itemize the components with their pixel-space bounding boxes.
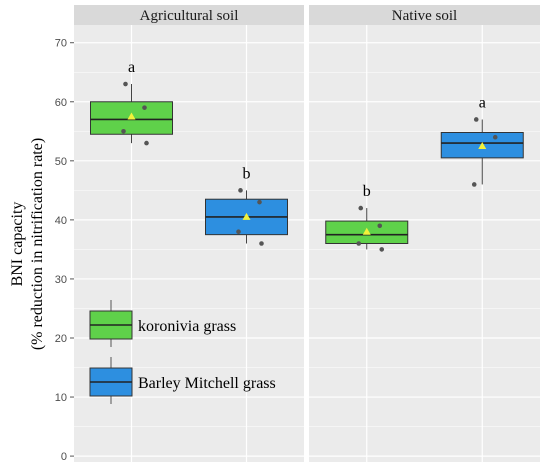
y-axis-title-line2: (% reduction in nitrification rate) — [29, 138, 46, 350]
data-point — [144, 140, 149, 146]
data-point — [492, 134, 498, 140]
panel-title: Native soil — [392, 8, 457, 24]
panel-strip — [309, 5, 540, 25]
data-point — [377, 223, 383, 229]
data-point — [257, 199, 262, 205]
panel-strip — [74, 5, 304, 25]
mean-marker — [478, 142, 487, 150]
y-tick-label: 30 — [55, 274, 67, 286]
y-axis-title: BNI capacity (% reduction in nitrificatio… — [9, 138, 46, 350]
data-point — [123, 81, 128, 87]
data-point — [473, 117, 479, 122]
significance-letter: a — [128, 59, 135, 76]
significance-letter: b — [363, 183, 371, 200]
y-tick-label: 0 — [61, 451, 67, 463]
data-point — [358, 205, 364, 211]
y-tick-label: 10 — [55, 392, 67, 404]
mean-marker — [242, 212, 251, 220]
data-point — [471, 182, 477, 187]
data-point — [121, 128, 126, 134]
panel-title: Agricultural soil — [140, 8, 239, 24]
y-tick-label: 60 — [55, 97, 67, 109]
data-point — [379, 247, 385, 252]
data-point — [356, 241, 362, 246]
significance-letter: a — [479, 94, 486, 111]
y-axis-title-line1: BNI capacity — [9, 202, 26, 287]
y-tick-label: 20 — [55, 333, 67, 345]
y-tick-label: 40 — [55, 215, 67, 227]
y-tick-label: 50 — [55, 156, 67, 168]
legend-label: koronivia grass — [138, 318, 236, 335]
data-point — [236, 229, 241, 234]
data-point — [238, 188, 243, 193]
significance-letter: b — [243, 165, 251, 182]
mean-marker — [362, 227, 371, 235]
y-tick-label: 70 — [55, 38, 67, 50]
legend-label: Barley Mitchell grass — [138, 375, 276, 392]
mean-marker — [127, 112, 136, 120]
data-point — [259, 241, 264, 246]
data-point — [142, 105, 147, 110]
